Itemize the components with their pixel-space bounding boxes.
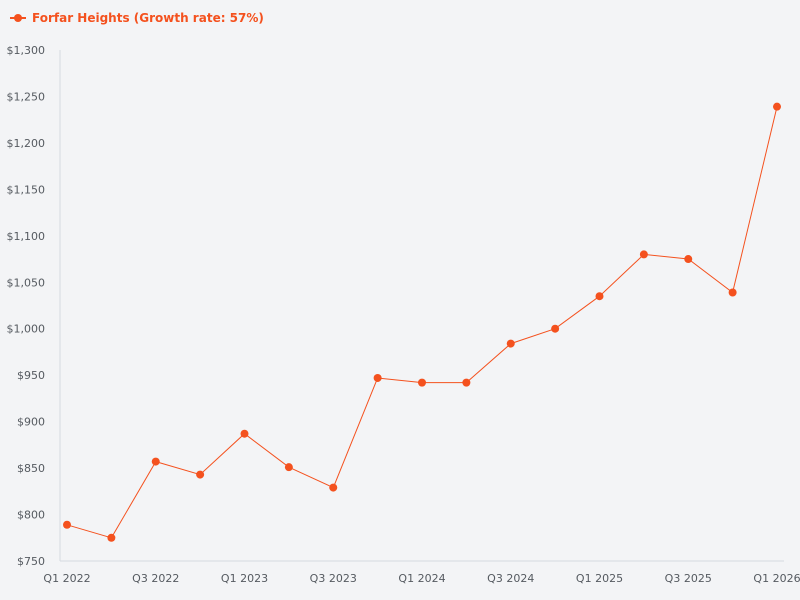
x-tick-label: Q3 2023 [310,572,357,585]
x-axis: Q1 2022 Q3 2022 Q1 2023 Q3 2023 Q1 2024 Q3 20… [43,560,800,585]
data-point [196,470,205,479]
y-tick-label: $1,200 [7,137,46,150]
data-point [373,373,382,382]
series-line [66,106,778,539]
data-point [684,255,693,264]
y-tick-label: $1,250 [7,90,46,103]
y-tick-label: $1,000 [7,323,46,336]
data-point [240,429,249,438]
x-tick-label: Q3 2024 [487,572,534,585]
legend-marker-icon [10,11,26,25]
data-point [418,378,426,387]
data-point [728,288,737,297]
y-axis: $750 $800 $850 $900 $950 $1,000 $1,050 $1,100 $1… [7,44,61,568]
x-tick-label: Q1 2022 [43,572,90,585]
data-point [773,102,781,111]
x-tick-label: Q1 2025 [576,572,623,585]
data-point [329,483,338,492]
data-point [595,292,604,301]
data-point [151,457,160,466]
y-tick-label: $1,150 [7,183,46,196]
x-tick-label: Q3 2022 [132,572,179,585]
legend-label: Forfar Heights (Growth rate: 57%) [32,11,264,25]
y-tick-label: $1,300 [7,44,46,57]
y-tick-label: $800 [17,509,45,522]
data-point [551,324,560,333]
data-point [107,533,116,542]
y-tick-label: $750 [17,555,45,568]
legend: Forfar Heights (Growth rate: 57%) [10,9,264,27]
x-tick-label: Q1 2026 [753,572,800,585]
data-point [506,339,515,348]
legend-dot [14,14,22,22]
data-point [63,520,71,529]
y-tick-label: $1,100 [7,230,46,243]
y-tick-label: $850 [17,462,45,475]
x-tick-label: Q3 2025 [665,572,712,585]
series-forfar-heights [63,102,781,542]
y-tick-label: $1,050 [7,276,46,289]
data-point [284,463,293,472]
x-tick-label: Q1 2024 [398,572,445,585]
y-tick-label: $950 [17,369,45,382]
data-point [462,378,471,387]
y-tick-label: $900 [17,416,45,429]
x-tick-label: Q1 2023 [221,572,268,585]
data-point [639,250,648,259]
